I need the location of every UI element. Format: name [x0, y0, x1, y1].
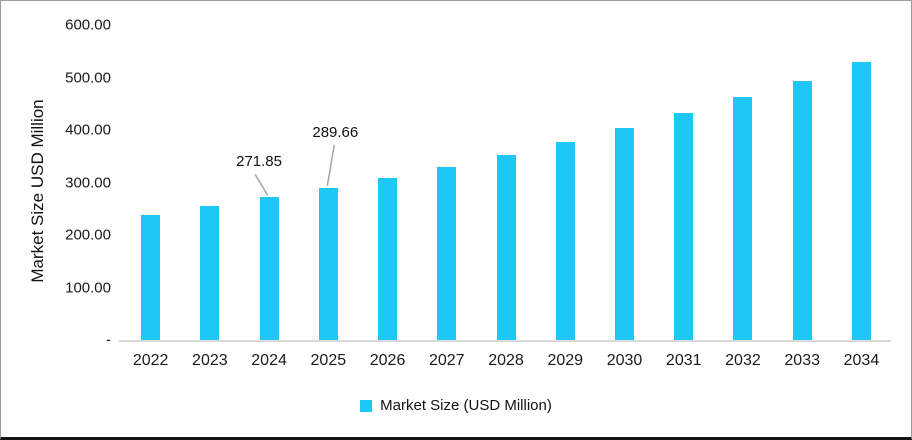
bar-slot	[239, 25, 298, 340]
x-tick-label: 2031	[665, 352, 702, 369]
bar-2027[interactable]	[437, 167, 457, 340]
bar-slot	[713, 25, 772, 340]
bar-slot	[773, 25, 832, 340]
bar-slot	[476, 25, 535, 340]
y-axis-tick-labels: 600.00 500.00 400.00 300.00 200.00 100.00 -	[1, 1, 111, 437]
legend-color-swatch	[360, 399, 373, 412]
bar-slot	[536, 25, 595, 340]
bar-slot	[180, 25, 239, 340]
plot-area: 271.85 289.66	[121, 25, 891, 340]
bar-slot	[417, 25, 476, 340]
y-tick-label: 500.00	[65, 69, 111, 86]
bar-2024[interactable]	[259, 197, 279, 340]
legend-label: Market Size (USD Million)	[380, 397, 552, 414]
bar-2034[interactable]	[851, 61, 871, 340]
bar-slot	[299, 25, 358, 340]
x-tick-label: 2033	[784, 352, 820, 369]
bar-slot	[595, 25, 654, 340]
bars-container	[121, 25, 891, 340]
x-tick-label: 2023	[192, 352, 228, 369]
y-tick-label: 400.00	[65, 121, 111, 139]
bar-2031[interactable]	[674, 113, 694, 340]
bar-slot	[358, 25, 417, 340]
bar-2022[interactable]	[141, 214, 161, 340]
x-tick-label: 2022	[132, 352, 169, 369]
bar-2026[interactable]	[378, 177, 398, 340]
y-tick-label: 200.00	[65, 226, 111, 244]
x-tick-label: 2032	[725, 352, 761, 369]
y-tick-label: 100.00	[65, 279, 111, 296]
x-tick-label: 2026	[369, 352, 406, 369]
y-tick-label: 600.00	[65, 16, 111, 34]
bar-2028[interactable]	[496, 154, 516, 340]
x-tick-label: 2025	[310, 352, 347, 369]
bar-2029[interactable]	[555, 142, 575, 340]
bar-slot	[121, 25, 180, 340]
bar-2023[interactable]	[200, 205, 220, 340]
y-tick-label: 300.00	[65, 174, 111, 191]
x-tick-label: 2027	[428, 352, 465, 369]
x-tick-label: 2030	[606, 352, 643, 369]
bar-slot	[654, 25, 713, 340]
x-tick-label: 2028	[488, 352, 524, 369]
x-tick-label: 2034	[843, 352, 880, 369]
y-tick-label: -	[106, 331, 111, 349]
x-axis-tick-labels: 2022 2023 2024 2025 2026 2027 2028 2029 2030 2031…	[121, 352, 891, 370]
x-tick-label: 2029	[547, 352, 584, 369]
data-label-2025: 289.66	[312, 123, 359, 141]
bar-slot	[832, 25, 891, 340]
bar-2025[interactable]	[318, 187, 338, 340]
legend: Market Size (USD Million)	[1, 397, 911, 414]
data-label-2024: 271.85	[236, 153, 283, 171]
bar-2032[interactable]	[733, 97, 753, 340]
x-tick-label: 2024	[251, 352, 287, 369]
x-axis-line	[119, 340, 891, 342]
bar-2030[interactable]	[614, 128, 634, 340]
bar-2033[interactable]	[792, 80, 812, 340]
